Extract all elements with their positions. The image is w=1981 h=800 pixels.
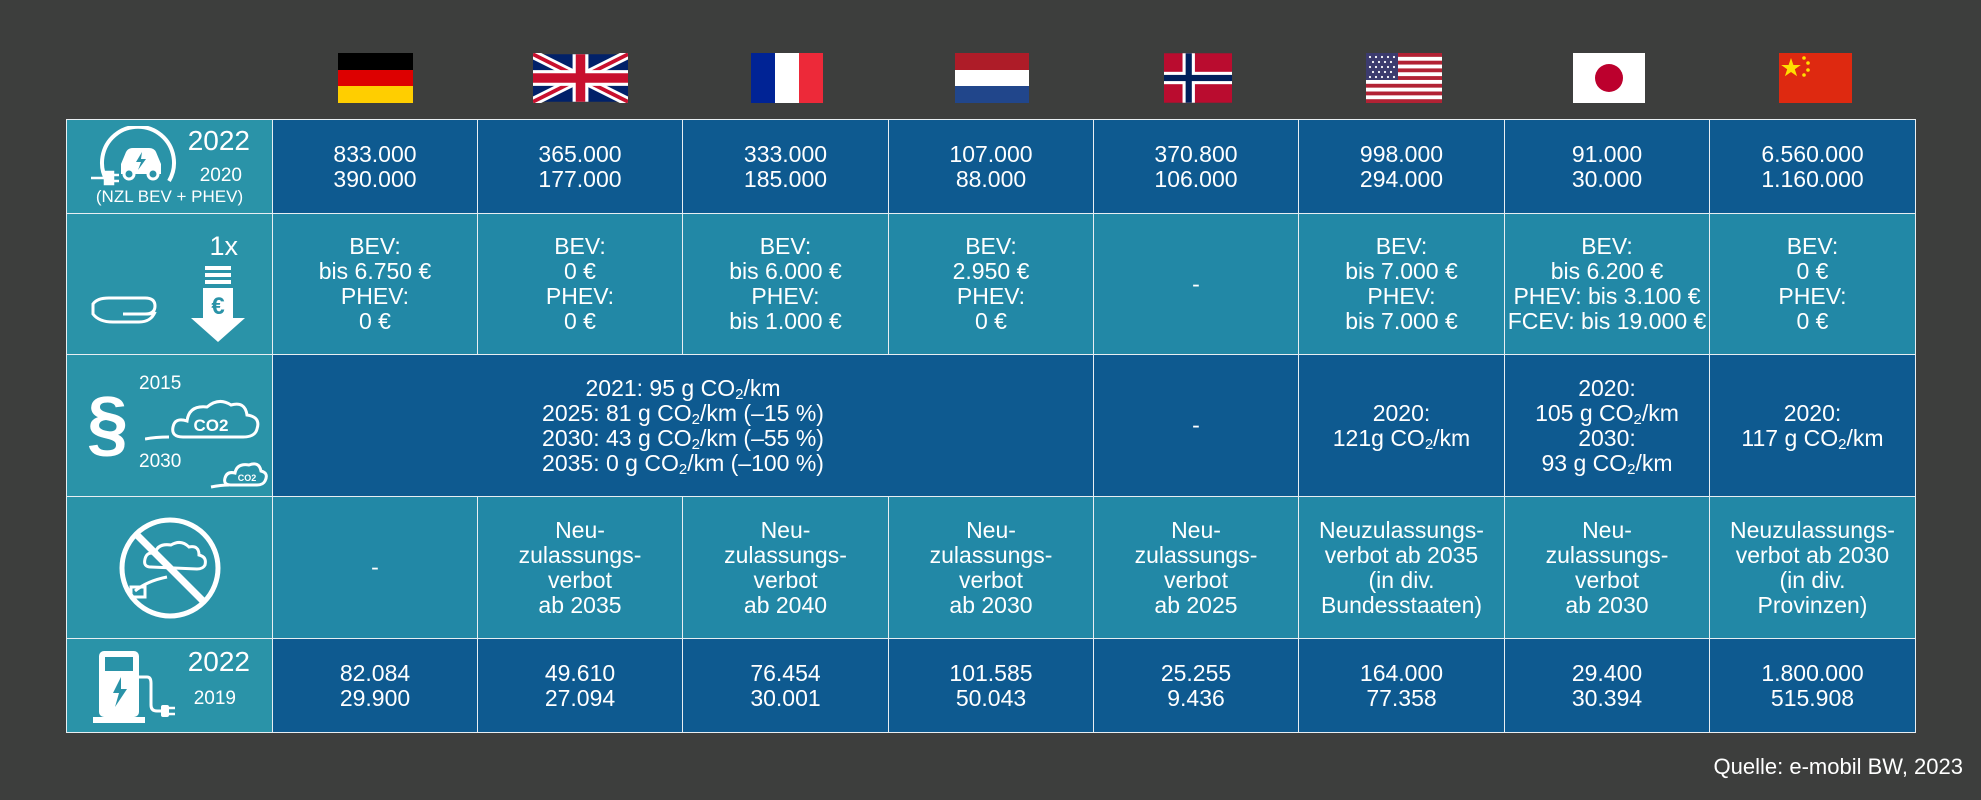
charging-row: 2022 2019 82.084 29.900 49.610 27.094 76.4… (66, 638, 1916, 733)
subsidy-cell-france: BEV: bis 6.000 € PHEV: bis 1.000 € (682, 213, 889, 355)
registrations-cell-france: 333.000 185.000 (682, 119, 889, 214)
co2-eu-line-2025: 2025: 81 g CO2/km (–15 %) (542, 399, 824, 428)
co2-cell-eu: 2021: 95 g CO2/km 2025: 81 g CO2/km (–15… (272, 354, 1094, 497)
ban-cell-germany: - (272, 496, 478, 639)
co2-eu-line-2021: 2021: 95 g CO2/km (585, 374, 781, 403)
uk-flag (533, 53, 628, 103)
ban-cell-uk: Neu-zulassungs-verbot ab 2035 (477, 496, 683, 639)
ban-cell-norway: Neu-zulassungs-verbot ab 2025 (1093, 496, 1299, 639)
co2-cell-usa: 2020: 121g CO2/km (1298, 354, 1505, 497)
charging-cell-netherlands: 101.585 50.043 (888, 638, 1094, 733)
registrations-cell-netherlands: 107.000 88.000 (888, 119, 1094, 214)
germany-flag (338, 53, 413, 103)
registrations-row: 2022 2020 (NZL BEV + PHEV) 833.000 390.00… (66, 119, 1916, 214)
charging-station-icon (93, 651, 175, 723)
registrations-note: (NZL BEV + PHEV) (95, 187, 244, 206)
ban-cell-china: Neuzulassungs-verbot ab 2030 (in div. Prov… (1709, 496, 1916, 639)
registrations-cell-uk: 365.000 177.000 (477, 119, 683, 214)
registrations-cell-norway: 370.800 106.000 (1093, 119, 1299, 214)
charging-cell-china: 1.800.000 515.908 (1709, 638, 1916, 733)
netherlands-flag (955, 53, 1029, 103)
combustion-ban-icon (119, 517, 221, 619)
charging-cell-norway: 25.255 9.436 (1093, 638, 1299, 733)
ban-cell-france: Neu-zulassungs-verbot ab 2040 (682, 496, 889, 639)
china-flag (1779, 53, 1852, 103)
norway-flag (1164, 53, 1232, 103)
co2-cloud-icon: CO2 CO2 (145, 400, 268, 489)
co2-cloud-big-label: CO2 (194, 416, 229, 435)
co2-cell-japan: 2020: 105 g CO2/km 2030: 93 g CO2/km (1504, 354, 1710, 497)
co2-row: § 2015 2030 CO2 CO2 2021: 95 g CO2/km 20… (66, 354, 1916, 497)
usa-flag (1366, 53, 1442, 103)
subsidy-cell-usa: BEV: bis 7.000 € PHEV: bis 7.000 € (1298, 213, 1505, 355)
subsidy-cell-netherlands: BEV: 2.950 € PHEV: 0 € (888, 213, 1094, 355)
charging-cell-usa: 164.000 77.358 (1298, 638, 1505, 733)
subsidy-cell-uk: BEV: 0 € PHEV: 0 € (477, 213, 683, 355)
subsidy-cell-japan: BEV: bis 6.200 € PHEV: bis 3.100 € FCEV: bi… (1504, 213, 1710, 355)
registrations-cell-japan: 91.000 30.000 (1504, 119, 1710, 214)
subsidy-row: 1x € BEV: bis 6.750 € PHEV: 0 € BEV: 0 € PHEV… (66, 213, 1916, 355)
subsidy-euro-symbol: € (211, 293, 224, 320)
charging-cell-uk: 49.610 27.094 (477, 638, 683, 733)
co2-eu-line-2030: 2030: 43 g CO2/km (–55 %) (542, 424, 824, 453)
ban-cell-netherlands: Neu-zulassungs-verbot ab 2030 (888, 496, 1094, 639)
subsidy-cell-germany: BEV: bis 6.750 € PHEV: 0 € (272, 213, 478, 355)
charging-cell-japan: 29.400 30.394 (1504, 638, 1710, 733)
co2-cloud-small-label: CO2 (238, 473, 257, 483)
ev-charging-icon (91, 126, 176, 186)
japan-flag (1573, 53, 1645, 103)
co2-cell-china: 2020: 117 g CO2/km (1709, 354, 1916, 497)
flag-row (0, 0, 1981, 120)
charging-cell-germany: 82.084 29.900 (272, 638, 478, 733)
registrations-cell-germany: 833.000 390.000 (272, 119, 478, 214)
registrations-cell-china: 6.560.000 1.160.000 (1709, 119, 1916, 214)
subsidy-cell-china: BEV: 0 € PHEV: 0 € (1709, 213, 1916, 355)
charging-year-main: 2022 (187, 646, 250, 677)
one-time-subsidy-icon: € (91, 266, 245, 342)
ban-row: - Neu-zulassungs-verbot ab 2035 Neu-zulas… (66, 496, 1916, 639)
charging-header: 2022 2019 (66, 638, 273, 733)
charging-cell-france: 76.454 30.001 (682, 638, 889, 733)
registrations-cell-usa: 998.000 294.000 (1298, 119, 1505, 214)
co2-cell-norway: - (1093, 354, 1299, 497)
co2-header: § 2015 2030 CO2 CO2 (66, 354, 273, 497)
subsidy-cell-norway: - (1093, 213, 1299, 355)
co2-paragraph-symbol: § (87, 381, 129, 464)
co2-eu-line-2035: 2035: 0 g CO2/km (–100 %) (542, 449, 824, 478)
subsidy-header: 1x € (66, 213, 273, 355)
france-flag (751, 53, 823, 103)
source-note: Quelle: e-mobil BW, 2023 (1713, 754, 1963, 779)
registrations-year-sub: 2020 (199, 165, 242, 186)
ban-cell-usa: Neuzulassungs-verbot ab 2035 (in div. Bund… (1298, 496, 1505, 639)
ban-cell-japan: Neu-zulassungs-verbot ab 2030 (1504, 496, 1710, 639)
ban-header (66, 496, 273, 639)
charging-year-sub: 2019 (193, 688, 236, 709)
co2-year-bottom: 2030 (139, 451, 182, 472)
subsidy-label: 1x (209, 231, 238, 261)
co2-year-top: 2015 (139, 373, 182, 394)
comparison-table: 2022 2020 (NZL BEV + PHEV) 833.000 390.00… (66, 119, 1916, 733)
registrations-header: 2022 2020 (NZL BEV + PHEV) (66, 119, 273, 214)
registrations-year-main: 2022 (187, 125, 250, 156)
